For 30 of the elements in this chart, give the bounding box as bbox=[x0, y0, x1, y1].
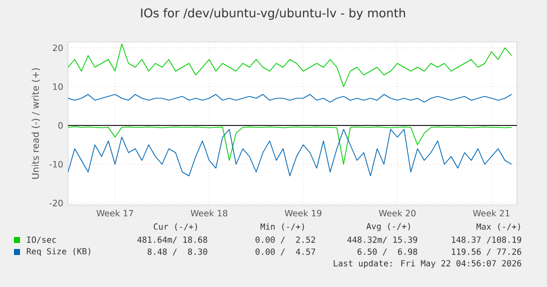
legend-label: IO/sec bbox=[27, 236, 56, 244]
text: Max (-/+) bbox=[476, 223, 520, 231]
text: 119.56 / 77.26 bbox=[452, 248, 522, 256]
text: Cur (-/+) bbox=[154, 223, 197, 231]
x-tick-label: Week 17 bbox=[96, 210, 134, 216]
y-tick-label: -10 bbox=[50, 160, 63, 168]
text: 0.00 / 2.52 bbox=[256, 236, 316, 244]
text: 6.50 / 6.98 bbox=[358, 248, 418, 256]
y-axis-title: Units read (-) / write (+) bbox=[32, 68, 40, 179]
line-series bbox=[68, 128, 512, 176]
text: Avg (-/+) bbox=[366, 222, 410, 232]
text: 448.32m/ 15.39 bbox=[347, 236, 418, 244]
text: Last update: Fri May 22 04:56:07 2026 bbox=[334, 260, 522, 268]
text: 8.48 / 8.30 bbox=[148, 248, 208, 256]
line-series bbox=[68, 94, 512, 103]
y-tick-label: 10 bbox=[53, 83, 63, 90]
x-tick-label: Week 18 bbox=[190, 210, 228, 216]
y-tick-label: 0 bbox=[58, 122, 63, 129]
text: 481.64m/ 18.68 bbox=[137, 236, 208, 244]
text: Min (-/+) bbox=[260, 223, 304, 231]
y-tick-label: -20 bbox=[50, 200, 63, 206]
line-series bbox=[68, 44, 512, 88]
x-tick-label: Week 21 bbox=[472, 210, 510, 216]
text: 0.00 / 4.57 bbox=[256, 248, 316, 256]
y-tick-label: 20 bbox=[52, 44, 63, 52]
x-tick-label: Week 19 bbox=[284, 210, 322, 216]
text: 148.37 /108.19 bbox=[452, 236, 522, 244]
x-tick-label: Week 20 bbox=[378, 210, 416, 216]
legend-label: Req Size (KB) bbox=[26, 248, 90, 256]
chart-title: IOs for /dev/ubuntu-vg/ubuntu-lv - by month bbox=[141, 8, 406, 20]
